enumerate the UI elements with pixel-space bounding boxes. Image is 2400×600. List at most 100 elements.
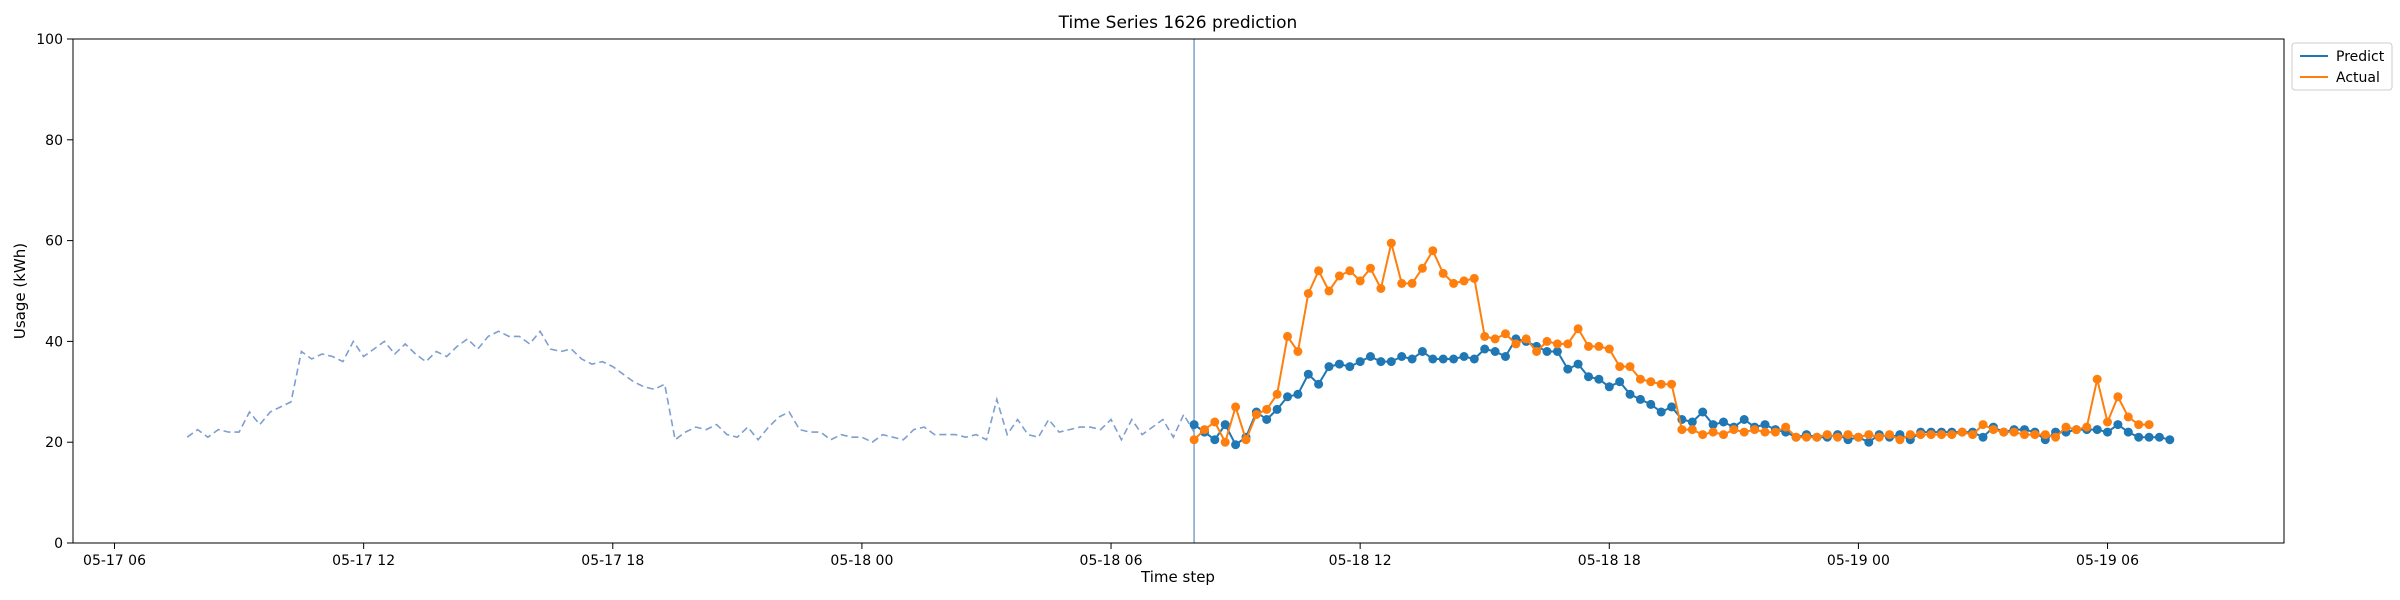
y-tick-label: 60 (45, 234, 63, 250)
actual-point (1635, 374, 1645, 384)
predict-point (1469, 354, 1479, 364)
predict-point (1667, 402, 1677, 412)
x-tick-label: 05-19 00 (1827, 553, 1890, 569)
predict-point (1272, 404, 1282, 414)
actual-point (1210, 417, 1220, 427)
legend-label-actual: Actual (2336, 70, 2380, 86)
actual-point (2144, 420, 2154, 430)
predict-point (1480, 344, 1490, 354)
predict-point (1189, 420, 1199, 430)
actual-point (1262, 404, 1272, 414)
y-axis: 0 20 40 60 80 100 (36, 32, 73, 552)
actual-point (1573, 324, 1583, 334)
actual-point (1366, 263, 1375, 273)
predict-point (1760, 420, 1770, 430)
x-tick-label: 05-17 18 (581, 553, 644, 569)
actual-point (1739, 427, 1749, 437)
x-axis: 05-17 06 05-17 12 05-17 18 05-18 00 05-18 06… (83, 543, 2139, 569)
y-tick-label: 0 (54, 536, 63, 552)
predict-point (1708, 420, 1718, 430)
actual-point (2040, 430, 2050, 440)
x-tick-label: 05-18 06 (1080, 553, 1143, 569)
actual-point (1926, 430, 1936, 440)
predict-point (2134, 432, 2144, 442)
x-tick-label: 05-18 12 (1329, 553, 1392, 569)
actual-point (1563, 339, 1573, 349)
x-tick-label: 05-19 06 (2076, 553, 2139, 569)
predict-point (1615, 377, 1625, 387)
actual-point (1864, 430, 1874, 440)
actual-point (1200, 425, 1209, 435)
actual-point (1220, 437, 1230, 447)
actual-point (2092, 374, 2102, 384)
predict-point (1334, 359, 1344, 369)
actual-point (1656, 379, 1666, 389)
predict-point (1428, 354, 1438, 364)
predict-point (1283, 392, 1292, 402)
predict-point (1459, 352, 1469, 361)
predict-point (1438, 354, 1448, 364)
predict-point (1719, 417, 1728, 427)
predict-point (1231, 440, 1241, 450)
actual-point (1303, 289, 1313, 298)
actual-point (1905, 430, 1915, 440)
actual-point (1251, 410, 1261, 419)
actual-point (1469, 273, 1479, 283)
predict-point (1386, 357, 1396, 367)
actual-point (1999, 427, 2009, 437)
actual-point (1293, 347, 1303, 356)
actual-point (1449, 278, 1459, 288)
actual-point (1750, 425, 1760, 435)
y-tick-label: 80 (45, 133, 63, 149)
y-tick-label: 100 (36, 32, 63, 48)
actual-point (1397, 278, 1407, 288)
actual-point (1937, 430, 1946, 440)
actual-point (1511, 339, 1521, 349)
predict-point (1573, 359, 1583, 369)
predict-point (1656, 407, 1666, 417)
predict-point (1210, 435, 1220, 445)
actual-point (1791, 432, 1801, 442)
actual-point (1853, 432, 1863, 442)
predict-point (1542, 347, 1552, 356)
actual-point (2113, 392, 2123, 402)
x-tick-label: 05-18 00 (830, 553, 893, 569)
predict-point (2165, 435, 2175, 445)
actual-point (1407, 278, 1417, 288)
actual-point (1231, 402, 1241, 412)
actual-point (1501, 329, 1510, 339)
actual-point (1729, 425, 1739, 435)
actual-point (1542, 336, 1552, 346)
history-line (186, 329, 1195, 444)
predict-point (1262, 415, 1272, 424)
predict-point (1698, 407, 1708, 417)
actual-point (2061, 422, 2071, 432)
actual-point (1417, 263, 1427, 273)
legend-label-predict: Predict (2336, 49, 2385, 65)
actual-point (2051, 432, 2061, 442)
predict-point (1490, 347, 1500, 356)
series-group (186, 39, 2175, 543)
predict-point (1739, 415, 1749, 424)
actual-point (1615, 362, 1625, 372)
actual-point (1272, 389, 1282, 399)
actual-point (2071, 425, 2081, 435)
predict-point (1314, 379, 1324, 389)
actual-point (1978, 420, 1988, 430)
predict-point (2123, 427, 2133, 437)
predict-point (1355, 357, 1365, 367)
actual-point (1594, 341, 1604, 351)
predict-point (1376, 357, 1386, 367)
actual-point (1459, 276, 1469, 286)
x-tick-label: 05-17 06 (83, 553, 146, 569)
predict-point (1978, 432, 1988, 442)
actual-point (1552, 339, 1562, 349)
predict-point (1584, 372, 1593, 382)
actual-point (1646, 377, 1656, 387)
actual-point (1802, 432, 1811, 442)
actual-point (1677, 425, 1687, 435)
actual-point (1625, 362, 1635, 372)
actual-point (2123, 412, 2133, 422)
actual-point (1833, 432, 1843, 442)
